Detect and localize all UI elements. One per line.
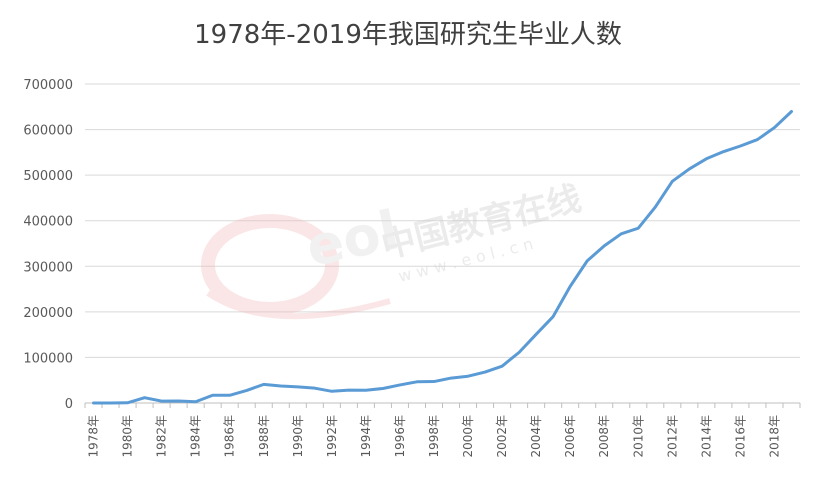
x-tick-label: 1990年: [291, 415, 305, 458]
x-tick-label: 1978年: [87, 415, 101, 458]
x-tick-label: 2012年: [665, 415, 679, 458]
x-tick-label: 2006年: [563, 415, 577, 458]
x-tick-label: 1998年: [427, 415, 441, 458]
x-tick-label: 1986年: [223, 415, 237, 458]
x-tick-label: 2000年: [461, 415, 475, 458]
x-tick-label: 2002年: [495, 415, 509, 458]
x-tick-label: 1994年: [359, 415, 373, 458]
x-tick-label: 2004年: [529, 415, 543, 458]
y-tick-label: 600000: [23, 124, 73, 139]
y-axis-ticks: 0 100000 200000 300000 400000 500000 600000 700…: [23, 78, 73, 412]
y-tick-label: 700000: [23, 78, 73, 93]
chart-title: 1978年-2019年我国研究生毕业人数: [194, 20, 622, 50]
x-tick-label: 2008年: [597, 415, 611, 458]
y-tick-label: 400000: [23, 215, 73, 230]
x-tick-label: 1982年: [155, 415, 169, 458]
x-tick-label: 2018年: [767, 415, 781, 458]
y-tick-label: 0: [65, 397, 73, 412]
x-tick-label: 1980年: [121, 415, 135, 458]
x-tick-label: 1992年: [325, 415, 339, 458]
eol-logo: eol: [201, 198, 404, 320]
eol-watermark: eol 中国教育在线 w w w . e o l . c n: [201, 179, 585, 320]
y-tick-label: 200000: [23, 306, 73, 321]
x-tick-label: 1984年: [189, 415, 203, 458]
y-tick-label: 500000: [23, 169, 73, 184]
y-tick-label: 100000: [23, 351, 73, 366]
x-tick-label: 2010年: [631, 415, 645, 458]
y-tick-label: 300000: [23, 260, 73, 275]
x-tick-label: 1988年: [257, 415, 271, 458]
x-tick-label: 1996年: [393, 415, 407, 458]
x-tick-label: 2014年: [699, 415, 713, 458]
series-line: [92, 110, 793, 405]
x-tick-label: 2016年: [733, 415, 747, 458]
x-axis-ticks: 1978年 1980年 1982年 1984年 1986年 1988年 1990年 1992年…: [84, 403, 801, 458]
